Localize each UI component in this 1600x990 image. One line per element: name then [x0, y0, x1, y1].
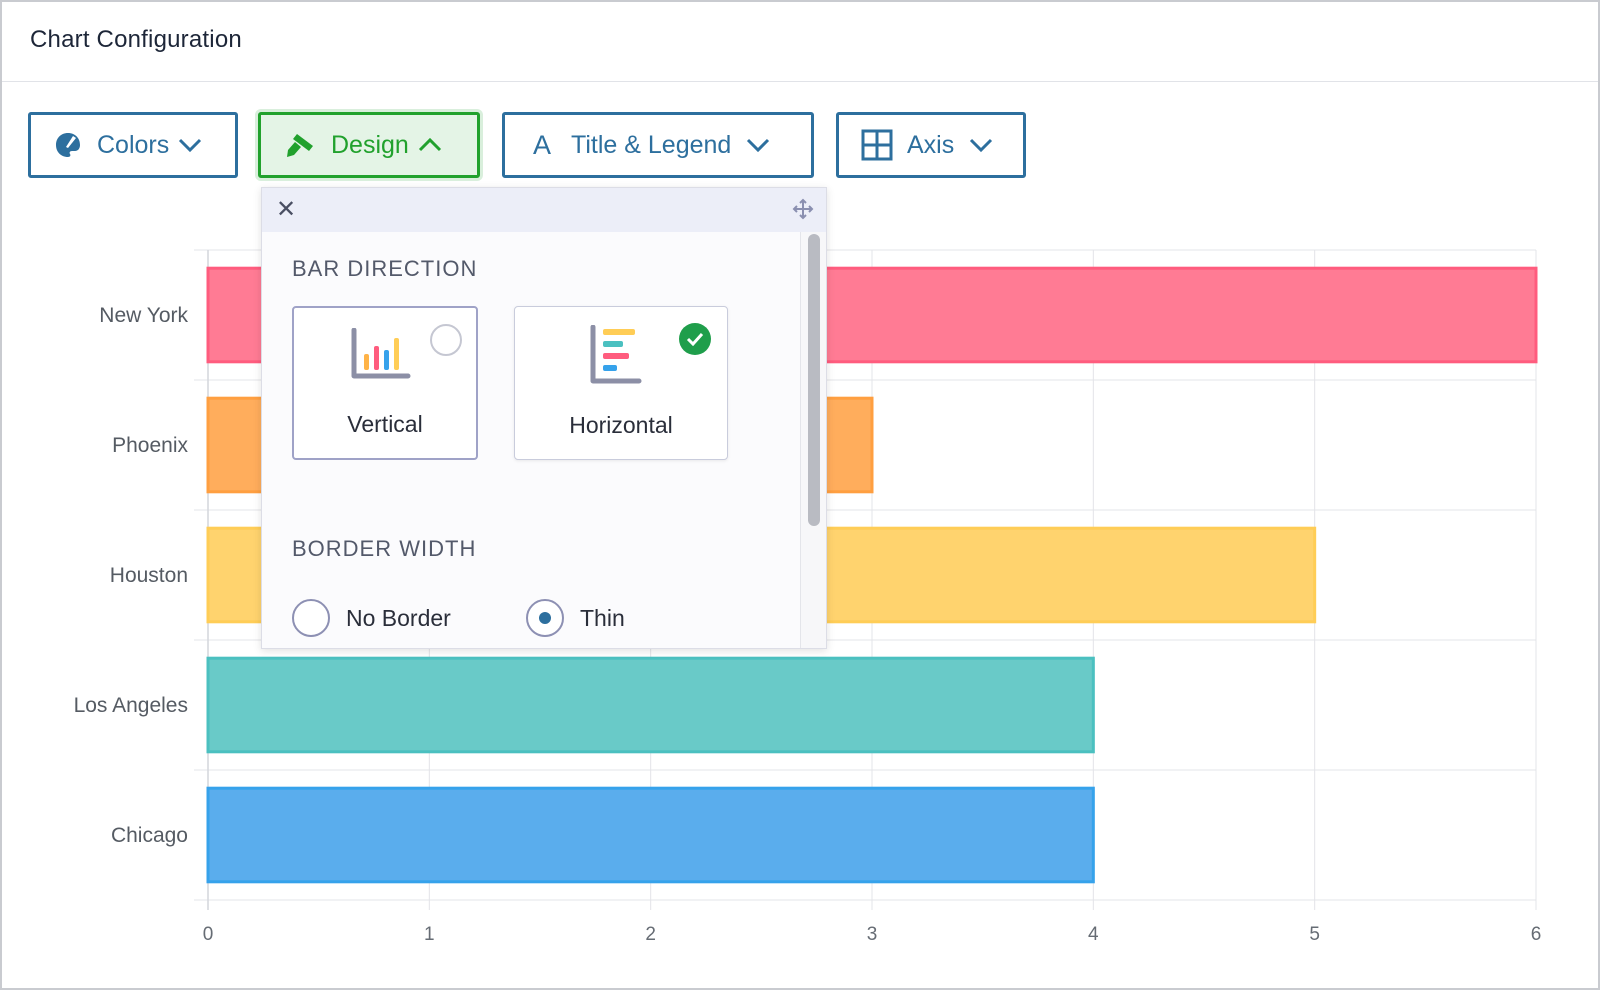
colors-label: Colors	[97, 130, 170, 159]
chevron-down-icon	[968, 137, 994, 153]
chevron-down-icon	[177, 137, 203, 153]
no-border-label: No Border	[346, 604, 451, 631]
horizontal-option[interactable]: Horizontal	[514, 306, 728, 460]
x-tick-label: 3	[867, 924, 878, 945]
x-tick-label: 6	[1531, 924, 1542, 945]
x-tick-label: 5	[1309, 924, 1320, 945]
bar	[206, 656, 1095, 754]
category-label: Los Angeles	[74, 694, 188, 717]
no-border-option[interactable]: No Border	[292, 599, 451, 637]
x-tick-label: 4	[1088, 924, 1099, 945]
x-tick-label: 1	[424, 924, 435, 945]
x-tick-label: 2	[645, 924, 656, 945]
paintbrush-icon	[283, 130, 317, 160]
popover-scrollbar[interactable]	[800, 232, 826, 648]
category-label: Chicago	[111, 824, 188, 847]
axis-label: Axis	[907, 130, 955, 159]
scrollbar-thumb[interactable]	[808, 234, 820, 526]
horizontal-label: Horizontal	[569, 412, 673, 438]
bar	[206, 786, 1095, 884]
vertical-bars-icon	[350, 327, 412, 385]
no-border-radio[interactable]	[292, 599, 330, 637]
grid-icon	[861, 129, 893, 161]
vertical-radio[interactable]	[430, 324, 462, 356]
design-label: Design	[331, 130, 409, 159]
title-legend-label: Title & Legend	[571, 130, 732, 159]
text-icon: A	[533, 129, 552, 160]
horizontal-bars-icon	[589, 324, 645, 390]
thin-label: Thin	[580, 604, 625, 631]
thin-border-option[interactable]: Thin	[526, 599, 625, 637]
popover-header: ✕	[262, 188, 826, 232]
border-width-title: BORDER WIDTH	[292, 536, 477, 561]
vertical-option[interactable]: Vertical	[292, 306, 478, 460]
x-tick-label: 0	[203, 924, 214, 945]
panel-header: Chart Configuration	[2, 2, 1598, 82]
category-label: Houston	[110, 564, 188, 587]
vertical-label: Vertical	[347, 411, 423, 437]
palette-icon	[53, 130, 83, 160]
category-label: Phoenix	[112, 434, 188, 457]
check-icon	[679, 323, 711, 355]
panel-title: Chart Configuration	[30, 26, 242, 53]
category-label: New York	[99, 304, 188, 327]
chevron-up-icon	[417, 137, 443, 153]
move-icon[interactable]	[792, 198, 814, 220]
design-button[interactable]: Design	[258, 112, 480, 178]
colors-button[interactable]: Colors	[28, 112, 238, 178]
design-popover: ✕ BAR DIRECTION Vertical	[261, 187, 827, 649]
close-icon[interactable]: ✕	[276, 196, 297, 223]
chevron-down-icon	[745, 137, 771, 153]
axis-button[interactable]: Axis	[836, 112, 1026, 178]
thin-border-radio[interactable]	[526, 599, 564, 637]
bar-direction-title: BAR DIRECTION	[292, 256, 478, 281]
title-legend-button[interactable]: A Title & Legend	[502, 112, 814, 178]
